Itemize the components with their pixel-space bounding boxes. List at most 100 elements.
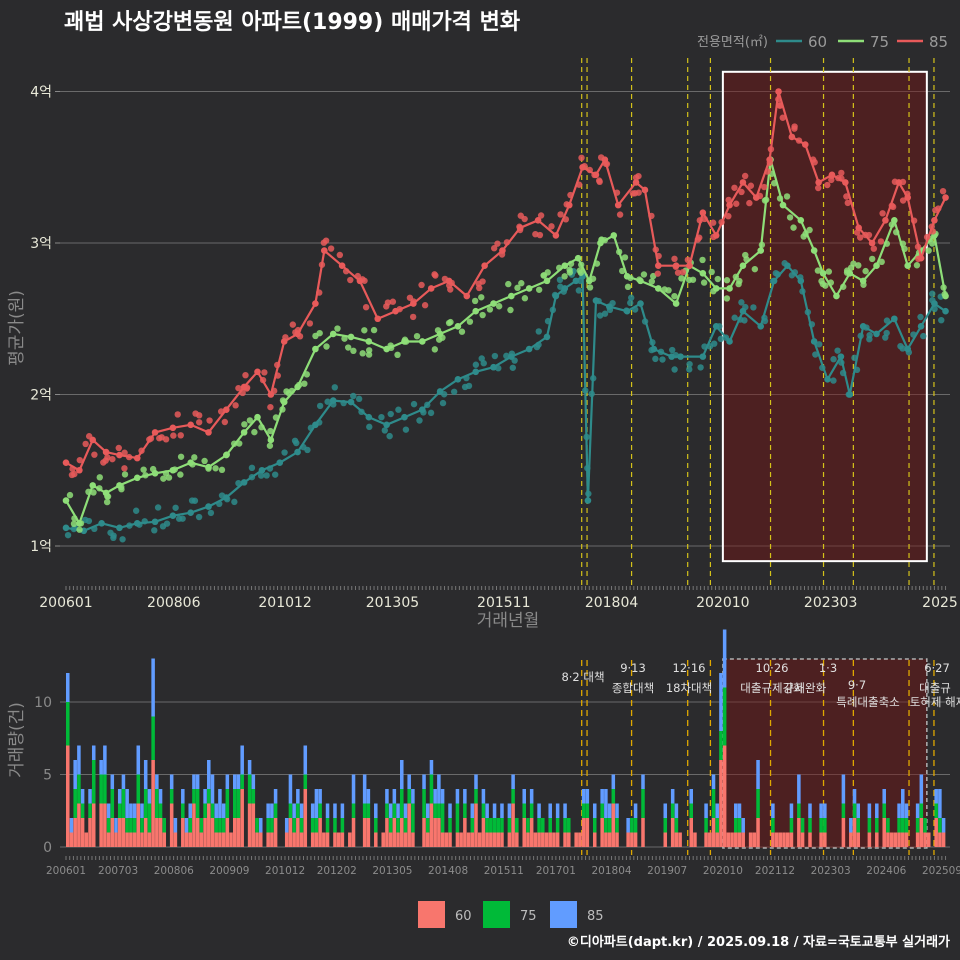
bar-85 bbox=[529, 789, 534, 804]
bar-85 bbox=[66, 673, 70, 702]
bottom-x-tick-label: 201012 bbox=[265, 865, 305, 877]
bar-60 bbox=[630, 832, 634, 847]
bar-60 bbox=[114, 832, 118, 847]
bar-60 bbox=[429, 803, 434, 847]
series-point-60 bbox=[873, 330, 880, 338]
bar-60 bbox=[433, 818, 437, 847]
series-point-75 bbox=[312, 345, 319, 353]
series-point-75 bbox=[133, 474, 141, 482]
bottom-x-tick-label: 202509 bbox=[922, 865, 960, 877]
data-point-85 bbox=[121, 449, 128, 456]
data-point-75 bbox=[544, 269, 551, 276]
bar-60 bbox=[507, 832, 512, 847]
bar-85 bbox=[303, 745, 308, 775]
bottom-y-tick-label: 10 bbox=[34, 695, 52, 711]
bar-60 bbox=[633, 832, 638, 847]
series-point-75 bbox=[383, 345, 390, 353]
data-point-75 bbox=[361, 327, 368, 334]
bar-60 bbox=[448, 832, 452, 847]
data-point-85 bbox=[232, 402, 239, 409]
series-point-85 bbox=[427, 285, 435, 292]
series-point-85 bbox=[775, 88, 782, 95]
bar-85 bbox=[284, 818, 289, 833]
data-point-60 bbox=[882, 334, 889, 341]
data-point-85 bbox=[838, 169, 845, 177]
bar-60 bbox=[756, 818, 760, 847]
series-point-85 bbox=[712, 232, 720, 239]
bar-60 bbox=[808, 832, 812, 847]
bar-75 bbox=[270, 818, 274, 833]
data-point-75 bbox=[621, 254, 629, 261]
bar-60 bbox=[496, 832, 501, 847]
data-point-60 bbox=[652, 355, 659, 363]
bar-75 bbox=[132, 818, 137, 833]
data-point-60 bbox=[119, 536, 126, 543]
bar-60 bbox=[229, 832, 233, 847]
bar-75 bbox=[492, 818, 497, 833]
bar-60 bbox=[84, 832, 89, 847]
bar-85 bbox=[563, 803, 567, 818]
bar-60 bbox=[66, 745, 70, 847]
data-point-75 bbox=[76, 526, 83, 533]
data-point-60 bbox=[491, 352, 499, 360]
data-point-85 bbox=[322, 237, 330, 244]
bar-60 bbox=[578, 832, 582, 847]
data-point-85 bbox=[409, 313, 417, 321]
bar-85 bbox=[938, 789, 942, 818]
annotation-date: 10·26 bbox=[756, 661, 789, 675]
series-point-75 bbox=[240, 429, 248, 436]
data-point-75 bbox=[241, 421, 248, 428]
series-point-85 bbox=[356, 277, 364, 285]
series-point-60 bbox=[312, 421, 319, 429]
bar-85 bbox=[129, 803, 133, 818]
bar-60 bbox=[934, 818, 938, 847]
bar-85 bbox=[633, 803, 638, 818]
bar-75 bbox=[470, 818, 475, 833]
bar-85 bbox=[440, 789, 445, 804]
data-point-75 bbox=[783, 193, 791, 200]
bar-60 bbox=[585, 818, 590, 847]
bar-60 bbox=[782, 832, 786, 847]
series-point-75 bbox=[712, 285, 720, 292]
bar-60 bbox=[91, 803, 96, 847]
series-point-60 bbox=[436, 388, 444, 395]
bar-60 bbox=[515, 832, 519, 847]
bar-60 bbox=[169, 803, 174, 847]
data-point-85 bbox=[82, 440, 89, 448]
data-point-60 bbox=[731, 314, 738, 321]
series-point-60 bbox=[668, 353, 675, 360]
series-point-60 bbox=[508, 353, 515, 360]
bar-75 bbox=[199, 818, 204, 833]
legend-bottom-label-85: 85 bbox=[587, 909, 604, 924]
bar-85 bbox=[188, 803, 192, 818]
bar-60 bbox=[823, 832, 827, 847]
bar-60 bbox=[218, 832, 222, 847]
bar-85 bbox=[919, 774, 924, 804]
bar-85 bbox=[756, 760, 760, 789]
data-point-85 bbox=[537, 212, 545, 219]
data-point-85 bbox=[432, 272, 439, 279]
bar-60 bbox=[236, 818, 241, 847]
x-tick-label: 200806 bbox=[147, 595, 201, 611]
data-point-75 bbox=[521, 295, 529, 302]
bar-60 bbox=[411, 832, 415, 847]
bar-85 bbox=[915, 803, 920, 818]
series-point-75 bbox=[574, 254, 582, 262]
data-point-75 bbox=[708, 268, 715, 276]
data-point-85 bbox=[76, 456, 84, 464]
data-point-75 bbox=[700, 279, 708, 286]
bar-85 bbox=[184, 818, 189, 833]
bar-75 bbox=[106, 818, 111, 833]
series-point-85 bbox=[534, 216, 542, 224]
data-point-75 bbox=[671, 292, 678, 300]
data-point-60 bbox=[686, 360, 693, 368]
data-point-60 bbox=[450, 388, 458, 395]
bar-60 bbox=[567, 832, 571, 847]
bar-75 bbox=[481, 803, 486, 818]
bar-75 bbox=[771, 818, 775, 833]
bar-60 bbox=[734, 832, 738, 847]
data-point-75 bbox=[518, 280, 525, 287]
bar-75 bbox=[73, 789, 77, 818]
data-point-85 bbox=[671, 255, 678, 263]
data-point-85 bbox=[635, 172, 642, 180]
